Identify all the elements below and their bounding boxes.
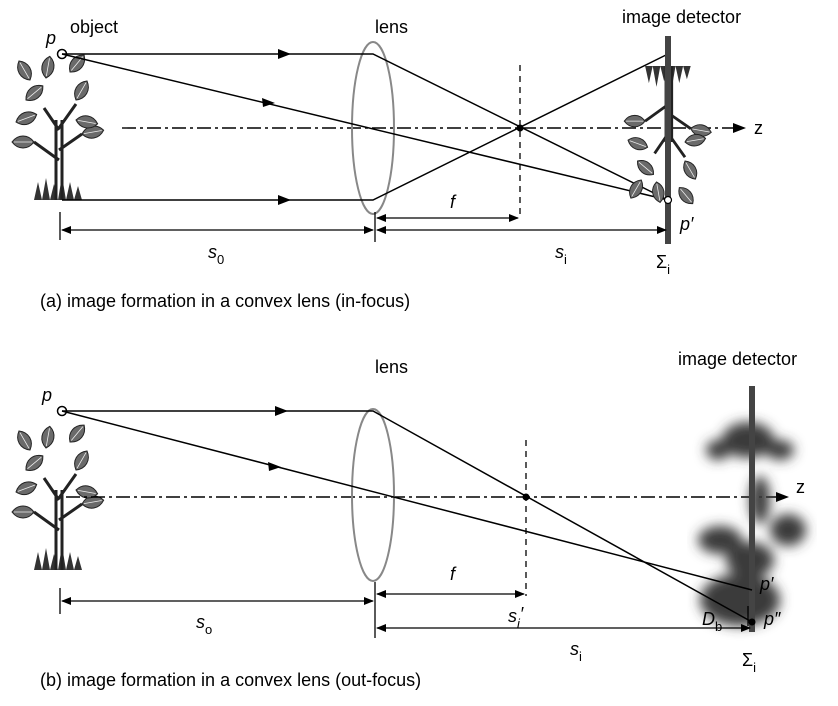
object-plant-b [12,421,105,570]
plane-label-b: Σi [742,650,756,675]
ray-parallel-a [62,53,669,201]
ray-parallel-b [62,410,753,623]
ray-chief-b [61,410,753,591]
axis-label-b: z [796,477,805,497]
ray-arrow-2-b [268,462,281,471]
axis-arrow-a [733,123,746,133]
axis-label-a: z [754,118,763,138]
ray-arrow-3-a [278,195,291,205]
ray-bottom-a [62,53,669,201]
image-point-label-a: p′ [679,214,694,234]
image-point-label-b: p′ [759,574,774,594]
detector-label-a: image detector [622,7,741,27]
focal-label-a: f [450,192,457,212]
caption-a: (a) image formation in a convex lens (in… [40,291,410,311]
image-point-a [663,195,673,205]
point-label-a: p [45,28,56,48]
object-label-a: object [70,17,118,37]
panel-a: p object lens image detector z f s0 si p… [12,7,763,311]
object-distance-label-b: so [196,612,212,637]
point-label-b: p [41,385,52,405]
focus-distance-label-b: si′ [508,604,524,631]
panel-b: p lens image detector z f so si′ si Db p… [12,349,806,690]
caption-b: (b) image formation in a convex lens (ou… [40,670,421,690]
image-distance-label-b: si [570,639,582,664]
axis-arrow-b [776,492,789,502]
image-distance-label-a: si [555,242,567,267]
ray-arrow-2-a [262,98,275,107]
plane-label-a: Σi [656,252,670,277]
image-point2-label-b: p″ [763,609,781,629]
lens-label-a: lens [375,17,408,37]
object-distance-label-a: s0 [208,242,224,267]
lens-label-b: lens [375,357,408,377]
ray-arrow-1-a [278,49,291,59]
image-point-b [748,618,756,626]
lens-a [351,41,395,215]
detector-label-b: image detector [678,349,797,369]
blurred-image-b [698,422,806,626]
lens-b [351,408,395,582]
object-plant-a [12,51,105,200]
ray-chief-a [61,53,669,201]
blur-label-b: Db [702,609,722,634]
focal-label-b: f [450,564,457,584]
ray-arrow-1-b [275,406,288,416]
